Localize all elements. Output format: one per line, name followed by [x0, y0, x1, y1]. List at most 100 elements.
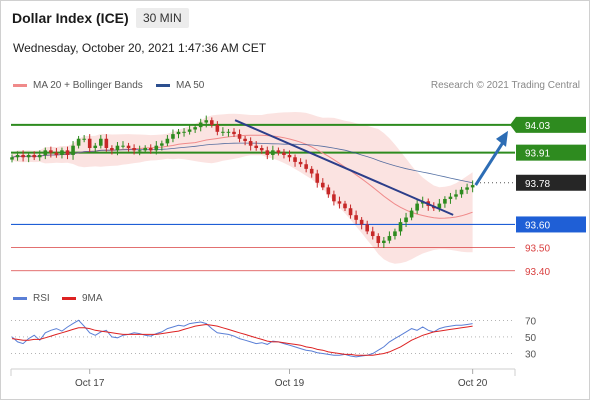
candle-body: [415, 203, 419, 211]
candle-body: [110, 148, 114, 151]
bollinger-band: [12, 112, 473, 264]
candle-body: [387, 236, 392, 241]
candle: [148, 144, 153, 154]
timeframe-badge[interactable]: 30 MIN: [136, 8, 189, 28]
candle: [60, 147, 64, 159]
level-badge-94.03: [516, 116, 586, 133]
legend-rsi: RSI: [13, 293, 50, 304]
candle: [409, 207, 414, 221]
candle: [132, 144, 136, 155]
candle: [254, 141, 258, 151]
rsi-tick-70: 70: [525, 316, 537, 327]
candle: [298, 158, 303, 168]
candle: [204, 115, 209, 128]
candle-body: [282, 152, 286, 155]
candle: [54, 148, 59, 158]
candle: [110, 145, 114, 155]
ma20-swatch: [13, 84, 27, 87]
level-badge-93.78: [516, 174, 586, 191]
candle: [10, 154, 14, 163]
candle: [415, 199, 419, 215]
candle: [448, 192, 453, 204]
candle: [337, 196, 342, 209]
candle-body: [259, 148, 264, 151]
candle: [137, 145, 142, 156]
level-badge-93.91: [516, 144, 586, 161]
candle: [376, 233, 381, 248]
candle: [321, 178, 325, 191]
candle: [37, 150, 42, 161]
candle-body: [376, 236, 381, 243]
candle: [154, 141, 159, 155]
candle-body: [21, 154, 25, 158]
candle: [176, 129, 181, 139]
ma50-line: [11, 142, 473, 184]
ma50-label: MA 50: [176, 80, 205, 91]
candle-body: [76, 138, 81, 146]
candle-body: [15, 154, 20, 158]
candle-body: [182, 131, 186, 133]
candle: [309, 166, 314, 178]
candle-body: [221, 131, 225, 133]
ma9-legend-label: 9MA: [82, 293, 103, 304]
candle-body: [348, 208, 353, 216]
candle-body: [298, 161, 303, 165]
candle-body: [210, 120, 214, 125]
target-arrow-head: [496, 130, 508, 147]
candle-body: [32, 154, 36, 158]
level-label-93.91: 93.91: [525, 149, 550, 160]
candle: [265, 146, 270, 160]
candle-body: [448, 196, 453, 199]
candle: [121, 141, 125, 149]
candle-body: [265, 150, 270, 155]
candle: [99, 135, 103, 149]
candle: [287, 150, 292, 162]
level-badge-pointer-94.03: [510, 116, 516, 133]
candle: [71, 141, 75, 160]
candle: [221, 127, 225, 136]
candle-body: [232, 131, 236, 135]
candle: [165, 135, 170, 147]
candle: [65, 146, 70, 160]
candle-body: [82, 138, 86, 140]
level-label-93.78: 93.78: [525, 179, 550, 190]
candle: [210, 117, 214, 128]
x-tick-label: Oct 19: [275, 378, 305, 389]
candle: [243, 135, 247, 146]
level-label-93.50: 93.50: [525, 244, 550, 255]
candle-body: [154, 145, 159, 151]
ma50-swatch: [156, 84, 170, 87]
candle: [32, 151, 36, 161]
candle-body: [198, 122, 203, 128]
candle-body: [359, 219, 364, 225]
x-tick-label: Oct 17: [75, 378, 105, 389]
candle: [126, 142, 131, 152]
level-badge-93.60: [516, 216, 586, 233]
candle-body: [115, 145, 120, 151]
candle: [454, 189, 458, 200]
candle-body: [321, 182, 325, 188]
candle-body: [437, 203, 442, 209]
candle-body: [337, 201, 342, 204]
rsi-series-rsi: [11, 319, 473, 358]
candle: [115, 141, 120, 156]
candle: [187, 124, 192, 135]
candle-body: [398, 222, 403, 232]
candle-body: [60, 150, 64, 155]
ma9-swatch: [62, 297, 76, 300]
candle-body: [343, 203, 347, 209]
candle-body: [459, 189, 464, 195]
candle: [332, 190, 336, 206]
bollinger-band-fill: [12, 112, 473, 264]
candle: [171, 129, 175, 143]
candle: [93, 142, 98, 153]
candle-body: [326, 187, 331, 195]
candle: [293, 154, 297, 167]
candle-body: [204, 120, 209, 123]
candle-body: [404, 217, 408, 223]
candle-body: [137, 150, 142, 152]
candle-body: [443, 198, 447, 204]
candle: [443, 196, 447, 208]
candle: [387, 231, 392, 244]
candle-body: [248, 141, 253, 146]
